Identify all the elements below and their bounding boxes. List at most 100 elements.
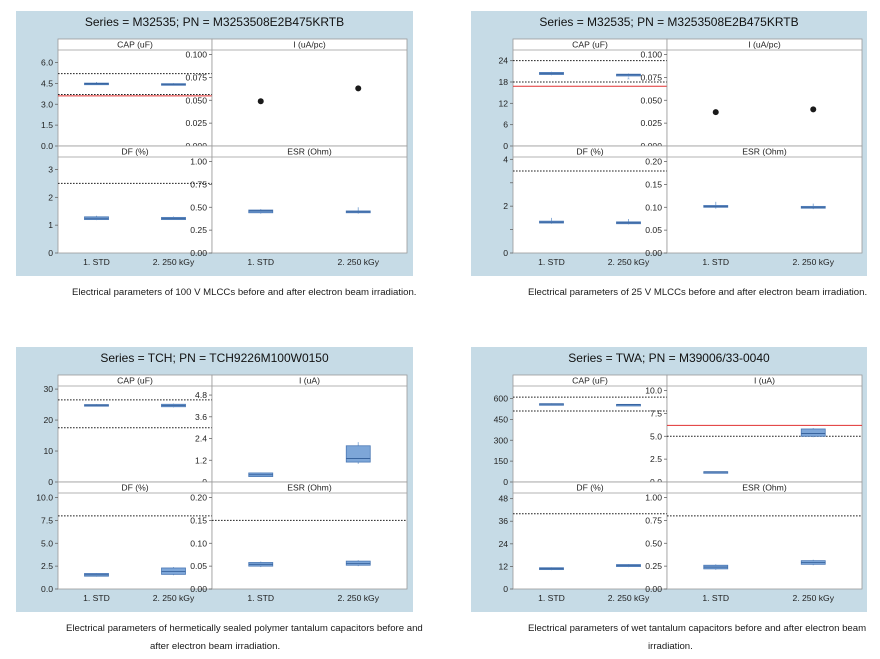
plot-area (57, 374, 213, 483)
y-tick-label: 0.025 (640, 118, 662, 128)
y-tick-label: 0.25 (645, 561, 662, 571)
y-tick-label: 300 (494, 435, 509, 445)
y-tick-label: 3.6 (195, 412, 207, 422)
caption-line-2: irradiation. (648, 641, 693, 652)
y-tick-label: 0.20 (645, 157, 662, 167)
plot-area (512, 38, 668, 147)
figure-caption: Electrical parameters of 100 V MLCCs bef… (72, 287, 417, 298)
subplot-label: CAP (uF) (117, 40, 153, 50)
boxplot-grid: CAP (uF) 0.0 1.5 3.0 4.5 6.0 I (uA/pc) 0.00 0 0.0… (41, 38, 408, 267)
y-tick-label: 4.8 (195, 390, 207, 400)
plot-area (211, 38, 408, 147)
y-tick-label: 0.075 (640, 72, 662, 82)
subplot-label: DF (%) (121, 483, 148, 493)
x-tick-label: 2. 250 kGy (337, 593, 379, 603)
x-tick-label: 1. STD (702, 593, 729, 603)
subplot-cap-uf: CAP (uF) 0 10 20 30 (43, 374, 213, 487)
subplot-esr-ohm: ESR (Ohm) 0.00 0.25 0.50 0.75 1.00 1. STD 2. 25… (190, 145, 408, 267)
box (248, 209, 274, 214)
y-tick-label: 0 (503, 477, 508, 487)
x-tick-label: 2. 250 kGy (792, 593, 834, 603)
data-point (355, 85, 362, 92)
y-tick-label: 1.5 (41, 120, 53, 130)
y-tick-label: 0.050 (640, 95, 662, 105)
data-point (257, 98, 264, 105)
y-tick-label: 4 (503, 154, 508, 164)
subplot-label: CAP (uF) (572, 376, 608, 386)
subplot-cap-uf: CAP (uF) 0 150 300 450 600 (494, 374, 668, 487)
plot-area (57, 145, 213, 254)
figure-caption: Electrical parameters of 25 V MLCCs befo… (528, 287, 868, 298)
caption-line-1: Electrical parameters of hermetically se… (66, 623, 423, 634)
y-tick-label: 30 (43, 384, 53, 394)
x-tick-label: 2. 250 kGy (337, 257, 379, 267)
y-tick-label: 0.20 (190, 493, 207, 503)
y-tick-label: 5.0 (650, 431, 662, 441)
chart-panel-25v-mlcc: Series = M32535; PN = M3253508E2B475KRTB… (471, 11, 867, 276)
y-tick-label: 0.05 (190, 561, 207, 571)
x-tick-label: 1. STD (247, 593, 274, 603)
y-tick-label: 0.00 (190, 248, 207, 258)
subplot-label: I (uA) (299, 376, 320, 386)
y-tick-label: 2.5 (41, 561, 53, 571)
subplot-label: DF (%) (121, 147, 148, 157)
subplot-label: CAP (uF) (117, 376, 153, 386)
chart-panel-polymer-tantalum: Series = TCH; PN = TCH9226M100W0150 CAP … (16, 347, 413, 612)
y-tick-label: 0 (503, 141, 508, 151)
y-tick-label: 0.10 (190, 538, 207, 548)
chart-panel-wet-tantalum: Series = TWA; PN = M39006/33-0040 CAP (u… (471, 347, 867, 612)
y-tick-label: 3 (48, 165, 53, 175)
plot-area (512, 374, 668, 483)
outlier-marker: * (627, 77, 630, 84)
y-tick-label: 24 (498, 539, 508, 549)
caption-line-2: after electron beam irradiation. (150, 641, 281, 652)
y-tick-label: 5.0 (41, 538, 53, 548)
x-tick-label: 1. STD (702, 257, 729, 267)
plot-area (666, 481, 863, 590)
y-tick-label: 0.100 (640, 50, 662, 60)
subplot-label: I (uA/pc) (748, 40, 781, 50)
subplot-df: DF (%) 0.0 2.5 5.0 7.5 10.0 1. STD 2. 250 kGy (36, 481, 213, 603)
y-tick-label: 48 (498, 494, 508, 504)
x-tick-label: 2. 250 kGy (608, 257, 650, 267)
x-tick-label: 1. STD (538, 257, 565, 267)
y-tick-label: 10.0 (645, 386, 662, 396)
x-tick-label: 2. 250 kGy (792, 257, 834, 267)
y-tick-label: 0.00 (190, 584, 207, 594)
chart-panel-100v-mlcc: Series = M32535; PN = M3253508E2B475KRTB… (16, 11, 413, 276)
plot-area (211, 145, 408, 254)
y-tick-label: 12 (498, 561, 508, 571)
y-tick-label: 0.05 (645, 225, 662, 235)
plot-area (512, 145, 668, 254)
y-tick-label: 600 (494, 394, 509, 404)
y-tick-label: 0.0 (41, 141, 53, 151)
y-tick-label: 6 (503, 120, 508, 130)
plot-area (57, 481, 213, 590)
y-tick-label: 0.100 (185, 50, 207, 60)
y-tick-label: 20 (43, 415, 53, 425)
subplot-label: ESR (Ohm) (287, 483, 332, 493)
y-tick-label: 7.5 (41, 515, 53, 525)
y-tick-label: 1 (48, 220, 53, 230)
y-tick-label: 10.0 (36, 493, 53, 503)
y-tick-label: 0.025 (185, 118, 207, 128)
box (161, 567, 186, 575)
x-tick-label: 1. STD (83, 257, 110, 267)
y-tick-label: 24 (498, 56, 508, 66)
chart-title: Series = TCH; PN = TCH9226M100W0150 (100, 351, 329, 365)
plot-area (666, 145, 863, 254)
y-tick-label: 6.0 (41, 58, 53, 68)
y-tick-label: 1.00 (190, 157, 207, 167)
plot-area (666, 38, 863, 147)
y-tick-label: 0 (48, 477, 53, 487)
x-tick-label: 2. 250 kGy (153, 593, 195, 603)
y-tick-label: 4.5 (41, 78, 53, 88)
subplot-label: I (uA) (754, 376, 775, 386)
y-tick-label: 0.075 (185, 72, 207, 82)
plot-area (211, 374, 408, 483)
chart-title: Series = M32535; PN = M3253508E2B475KRTB (539, 15, 799, 29)
y-tick-label: 0.10 (645, 202, 662, 212)
chart-title: Series = TWA; PN = M39006/33-0040 (568, 351, 770, 365)
